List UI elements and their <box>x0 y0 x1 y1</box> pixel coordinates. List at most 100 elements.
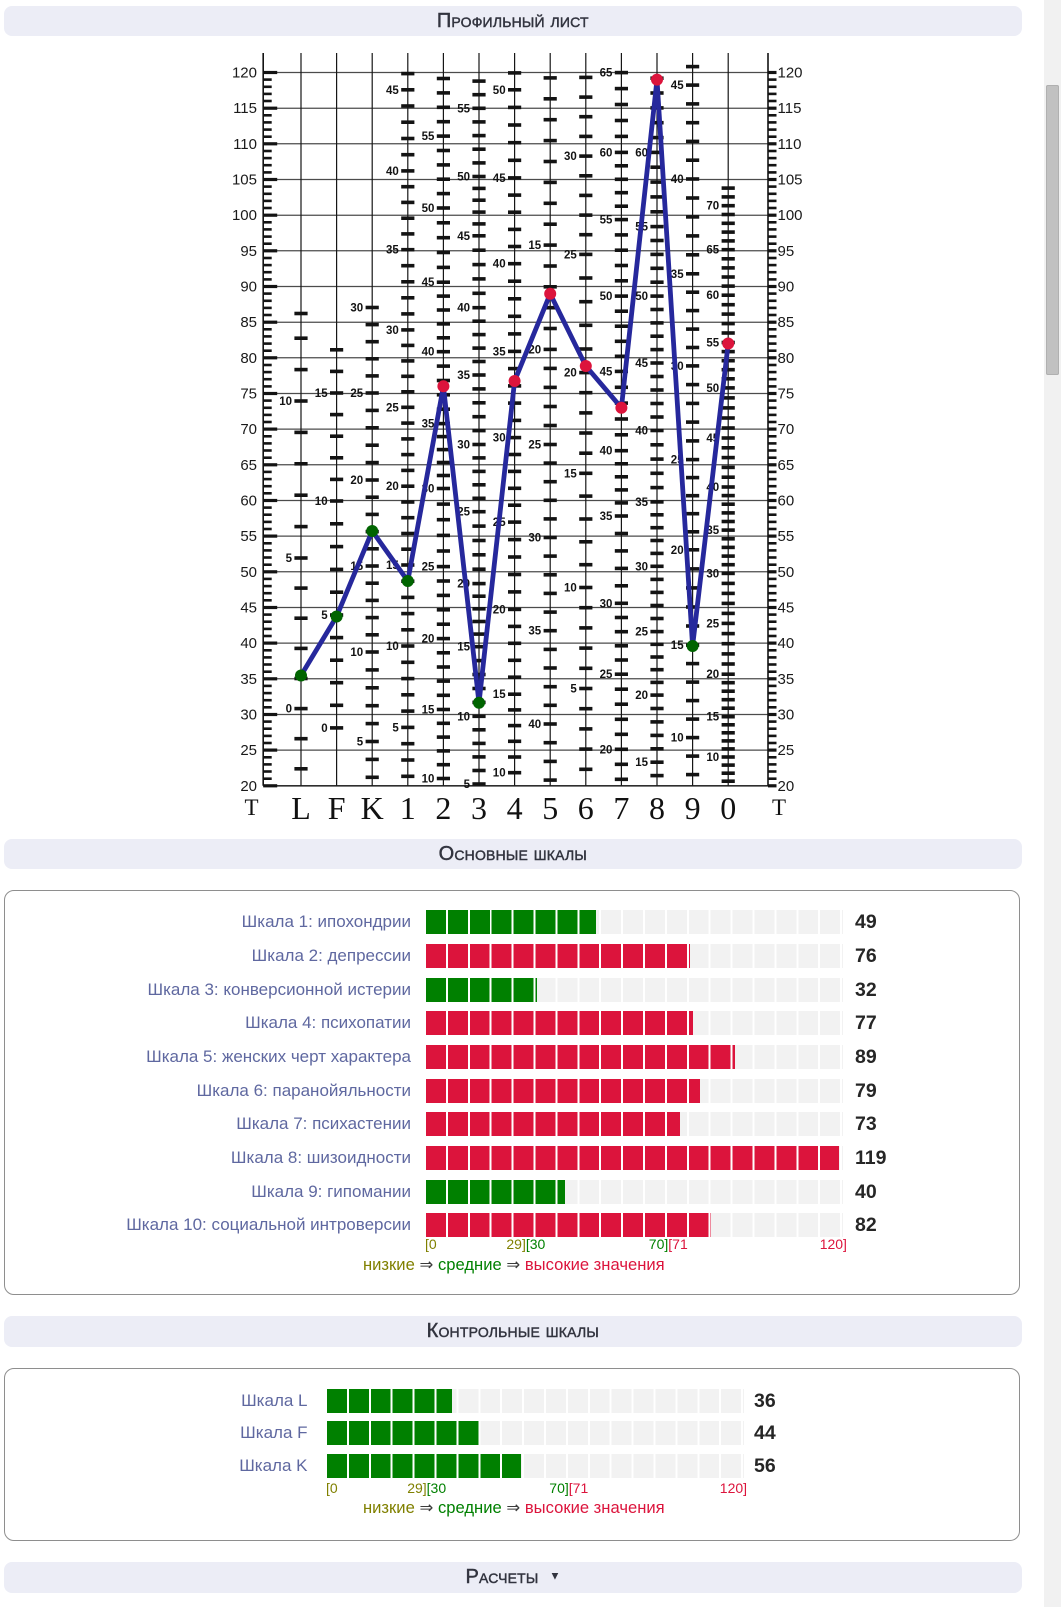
svg-text:75: 75 <box>778 386 795 403</box>
svg-text:60: 60 <box>600 147 613 159</box>
svg-text:30: 30 <box>528 533 541 545</box>
svg-text:35: 35 <box>778 671 795 688</box>
svg-text:40: 40 <box>457 303 470 315</box>
svg-text:70: 70 <box>706 201 719 213</box>
svg-text:55: 55 <box>778 528 795 545</box>
svg-text:10: 10 <box>386 641 399 653</box>
svg-text:20: 20 <box>422 634 435 646</box>
svg-text:10: 10 <box>457 711 470 723</box>
svg-text:100: 100 <box>778 207 803 224</box>
svg-text:70: 70 <box>240 421 257 438</box>
svg-text:40: 40 <box>493 259 506 271</box>
svg-text:65: 65 <box>778 457 795 474</box>
svg-text:15: 15 <box>528 240 541 252</box>
svg-text:120: 120 <box>778 65 803 82</box>
svg-text:25: 25 <box>564 249 577 261</box>
svg-text:20: 20 <box>386 481 399 493</box>
svg-text:20: 20 <box>564 368 577 380</box>
svg-text:10: 10 <box>564 583 577 595</box>
svg-text:55: 55 <box>422 131 435 143</box>
svg-text:25: 25 <box>386 402 399 414</box>
svg-text:30: 30 <box>635 561 648 573</box>
svg-text:50: 50 <box>422 203 435 215</box>
svg-text:4: 4 <box>507 790 523 826</box>
svg-text:25: 25 <box>350 388 363 400</box>
svg-text:20: 20 <box>493 604 506 616</box>
svg-text:45: 45 <box>778 600 795 617</box>
svg-text:20: 20 <box>528 344 541 356</box>
svg-text:20: 20 <box>240 778 257 795</box>
svg-text:20: 20 <box>635 690 648 702</box>
svg-text:45: 45 <box>493 173 506 185</box>
svg-text:20: 20 <box>671 545 684 557</box>
svg-text:30: 30 <box>564 151 577 163</box>
svg-text:T: T <box>772 795 786 820</box>
svg-text:45: 45 <box>422 277 435 289</box>
svg-text:0: 0 <box>720 790 736 826</box>
svg-text:120: 120 <box>232 65 257 82</box>
svg-text:35: 35 <box>240 671 257 688</box>
svg-text:25: 25 <box>457 507 470 519</box>
svg-text:F: F <box>328 790 346 826</box>
svg-text:40: 40 <box>600 446 613 458</box>
svg-text:30: 30 <box>493 433 506 445</box>
svg-text:2: 2 <box>435 790 451 826</box>
svg-text:35: 35 <box>386 245 399 257</box>
svg-text:20: 20 <box>778 778 795 795</box>
svg-text:5: 5 <box>392 722 399 734</box>
svg-text:10: 10 <box>279 396 292 408</box>
svg-text:10: 10 <box>706 752 719 764</box>
svg-text:9: 9 <box>685 790 701 826</box>
svg-text:60: 60 <box>635 147 648 159</box>
svg-text:70: 70 <box>778 421 795 438</box>
svg-text:50: 50 <box>457 172 470 184</box>
svg-text:5: 5 <box>570 684 577 696</box>
svg-text:110: 110 <box>778 136 802 153</box>
svg-text:10: 10 <box>422 774 435 786</box>
svg-text:15: 15 <box>706 712 719 724</box>
svg-text:25: 25 <box>778 742 795 759</box>
svg-text:25: 25 <box>422 562 435 574</box>
svg-text:60: 60 <box>778 493 795 510</box>
svg-text:85: 85 <box>778 314 795 331</box>
svg-text:20: 20 <box>706 669 719 681</box>
svg-text:35: 35 <box>671 269 684 281</box>
svg-text:45: 45 <box>600 366 613 378</box>
svg-text:35: 35 <box>528 626 541 638</box>
svg-text:105: 105 <box>778 172 803 189</box>
svg-text:20: 20 <box>350 475 363 487</box>
svg-text:80: 80 <box>240 350 257 367</box>
svg-text:30: 30 <box>600 598 613 610</box>
svg-text:30: 30 <box>706 568 719 580</box>
svg-text:35: 35 <box>706 525 719 537</box>
svg-text:40: 40 <box>422 347 435 359</box>
svg-text:50: 50 <box>778 564 795 581</box>
svg-text:5: 5 <box>286 553 293 565</box>
svg-text:35: 35 <box>422 419 435 431</box>
svg-text:35: 35 <box>635 497 648 509</box>
svg-text:65: 65 <box>600 68 613 80</box>
svg-text:45: 45 <box>457 231 470 243</box>
svg-text:15: 15 <box>315 388 328 400</box>
svg-text:90: 90 <box>778 279 795 296</box>
svg-text:T: T <box>244 795 258 820</box>
svg-text:15: 15 <box>422 705 435 717</box>
svg-text:25: 25 <box>240 742 257 759</box>
svg-text:115: 115 <box>233 100 257 117</box>
svg-text:5: 5 <box>357 737 364 749</box>
svg-text:6: 6 <box>578 790 594 826</box>
svg-text:30: 30 <box>240 707 257 724</box>
svg-text:60: 60 <box>706 290 719 302</box>
svg-text:45: 45 <box>635 358 648 370</box>
svg-text:10: 10 <box>315 496 328 508</box>
svg-text:15: 15 <box>457 642 470 654</box>
svg-text:110: 110 <box>233 136 257 153</box>
svg-text:80: 80 <box>778 350 795 367</box>
svg-text:25: 25 <box>528 440 541 452</box>
svg-text:10: 10 <box>493 768 506 780</box>
svg-text:50: 50 <box>240 564 257 581</box>
svg-text:25: 25 <box>635 627 648 639</box>
svg-text:55: 55 <box>706 338 719 350</box>
svg-text:35: 35 <box>457 370 470 382</box>
svg-text:50: 50 <box>600 291 613 303</box>
